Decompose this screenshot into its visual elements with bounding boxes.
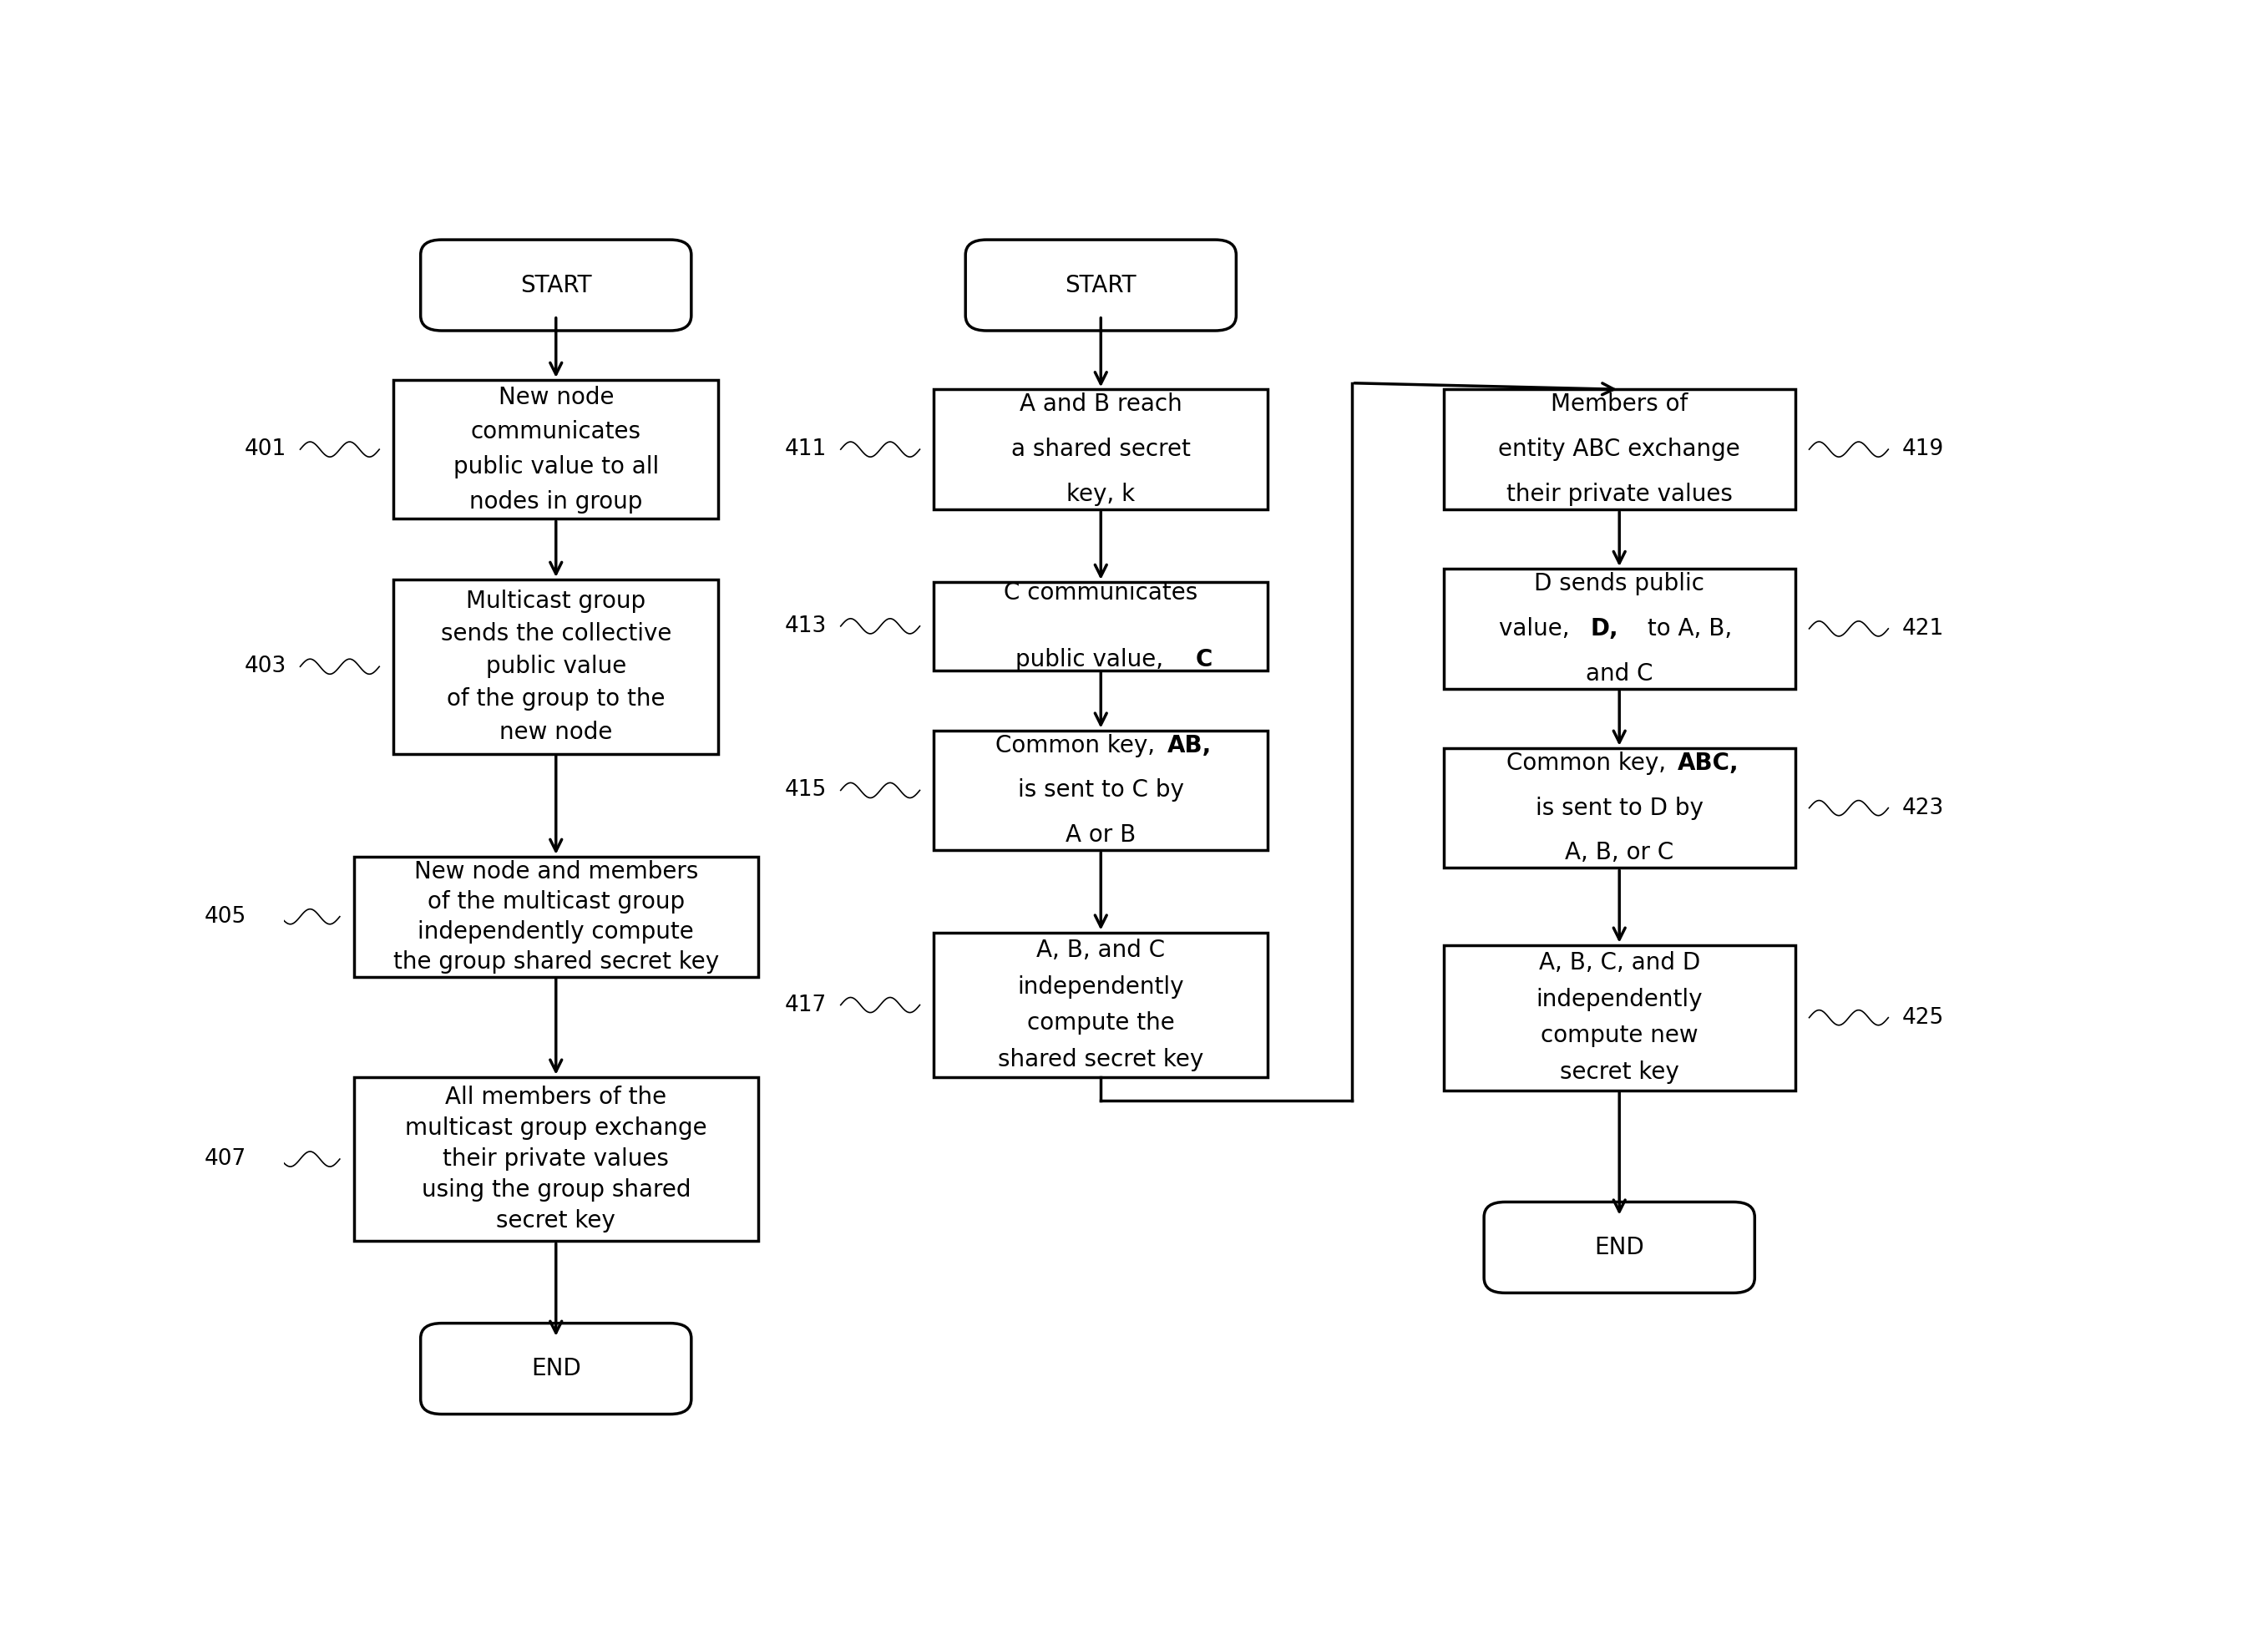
- Text: public value: public value: [485, 654, 626, 679]
- Text: public value to all: public value to all: [454, 454, 658, 479]
- Text: 401: 401: [245, 438, 286, 461]
- Text: ABC,: ABC,: [1678, 751, 1740, 774]
- Text: shared secret key: shared secret key: [998, 1048, 1204, 1071]
- Text: nodes in group: nodes in group: [469, 490, 642, 513]
- Text: independently: independently: [1535, 987, 1703, 1012]
- Text: START: START: [519, 274, 592, 297]
- Text: to A, B,: to A, B,: [1640, 617, 1733, 640]
- Text: using the group shared: using the group shared: [422, 1178, 689, 1202]
- Bar: [1445, 569, 1796, 689]
- Text: key, k: key, k: [1066, 482, 1134, 507]
- Text: compute new: compute new: [1540, 1023, 1699, 1048]
- Text: multicast group exchange: multicast group exchange: [406, 1117, 708, 1140]
- Text: 405: 405: [204, 905, 247, 928]
- Text: A, B, and C: A, B, and C: [1036, 938, 1166, 963]
- Text: independently: independently: [1018, 976, 1184, 999]
- Bar: [354, 1077, 758, 1241]
- Text: independently compute: independently compute: [417, 920, 694, 943]
- Bar: [1445, 945, 1796, 1091]
- Text: a shared secret: a shared secret: [1012, 438, 1191, 461]
- Text: C communicates: C communicates: [1005, 581, 1198, 605]
- Text: END: END: [531, 1356, 581, 1381]
- Text: D,: D,: [1590, 617, 1619, 640]
- Text: 421: 421: [1903, 618, 1944, 640]
- Text: Common key,: Common key,: [1506, 751, 1674, 774]
- Bar: [934, 389, 1268, 510]
- Text: is sent to C by: is sent to C by: [1018, 779, 1184, 802]
- Text: 425: 425: [1903, 1007, 1944, 1028]
- Text: Multicast group: Multicast group: [467, 589, 646, 613]
- FancyBboxPatch shape: [1483, 1202, 1755, 1292]
- Text: the group shared secret key: the group shared secret key: [392, 950, 719, 973]
- Text: their private values: their private values: [442, 1148, 669, 1171]
- Text: is sent to D by: is sent to D by: [1535, 797, 1703, 820]
- FancyBboxPatch shape: [966, 239, 1236, 331]
- Text: D sends public: D sends public: [1533, 572, 1706, 595]
- Text: Members of: Members of: [1551, 392, 1687, 417]
- Text: new node: new node: [499, 720, 612, 743]
- Bar: [354, 856, 758, 976]
- Bar: [392, 380, 719, 518]
- Text: A or B: A or B: [1066, 823, 1136, 846]
- Text: 419: 419: [1903, 438, 1944, 461]
- Text: Common key,: Common key,: [996, 733, 1161, 758]
- Bar: [392, 579, 719, 754]
- Text: compute the: compute the: [1027, 1012, 1175, 1035]
- Text: secret key: secret key: [1560, 1061, 1678, 1084]
- Text: END: END: [1594, 1237, 1644, 1260]
- Text: New node and members: New node and members: [413, 859, 699, 884]
- Bar: [1445, 389, 1796, 510]
- Text: 423: 423: [1903, 797, 1944, 818]
- Text: sends the collective: sends the collective: [440, 622, 671, 646]
- Text: START: START: [1066, 274, 1136, 297]
- Text: 415: 415: [785, 779, 826, 802]
- Text: value,: value,: [1499, 617, 1576, 640]
- Text: 407: 407: [204, 1148, 247, 1169]
- Bar: [934, 933, 1268, 1077]
- Text: C: C: [1195, 648, 1213, 671]
- Text: of the multicast group: of the multicast group: [426, 891, 685, 913]
- Text: A, B, C, and D: A, B, C, and D: [1538, 951, 1701, 974]
- Text: secret key: secret key: [497, 1209, 615, 1232]
- Text: A, B, or C: A, B, or C: [1565, 841, 1674, 864]
- Bar: [934, 582, 1268, 671]
- Text: 417: 417: [785, 994, 826, 1015]
- FancyBboxPatch shape: [420, 1323, 692, 1414]
- Text: AB,: AB,: [1168, 733, 1211, 758]
- Text: of the group to the: of the group to the: [447, 687, 665, 710]
- Text: communicates: communicates: [472, 420, 642, 444]
- Bar: [1445, 748, 1796, 868]
- Text: 411: 411: [785, 438, 826, 461]
- Text: 403: 403: [245, 656, 286, 677]
- Text: 413: 413: [785, 615, 826, 636]
- Text: their private values: their private values: [1506, 482, 1733, 507]
- Bar: [934, 730, 1268, 850]
- Text: A and B reach: A and B reach: [1021, 392, 1182, 417]
- Text: and C: and C: [1585, 663, 1653, 686]
- Text: public value,: public value,: [1016, 648, 1170, 671]
- Text: All members of the: All members of the: [445, 1086, 667, 1109]
- Text: New node: New node: [499, 385, 615, 408]
- FancyBboxPatch shape: [420, 239, 692, 331]
- Text: entity ABC exchange: entity ABC exchange: [1499, 438, 1740, 461]
